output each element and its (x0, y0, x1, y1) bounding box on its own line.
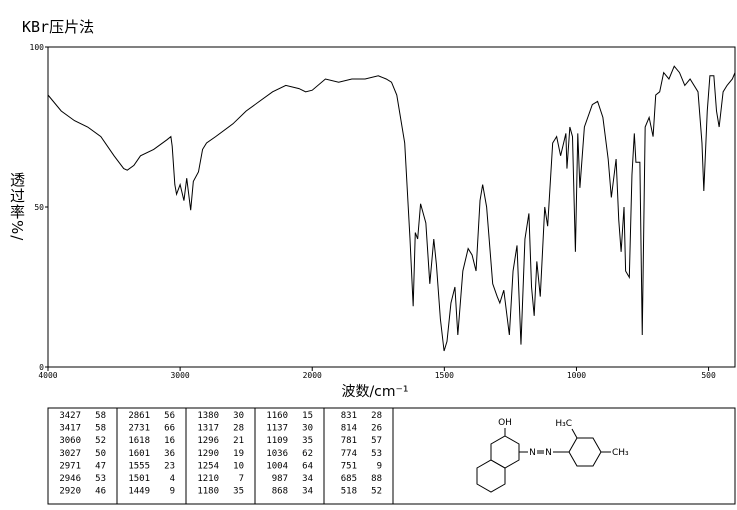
bond (571, 428, 578, 439)
ring (568, 437, 602, 467)
y-tick-label: 100 (30, 43, 45, 52)
transmittance-cell: 34 (302, 487, 313, 497)
transmittance-cell: 62 (302, 449, 313, 459)
transmittance-cell: 7 (239, 474, 244, 484)
transmittance-cell: 58 (95, 411, 106, 421)
wavenumber-cell: 1137 (266, 424, 288, 434)
transmittance-cell: 19 (233, 449, 244, 459)
atom-label: N (545, 448, 552, 458)
transmittance-cell: 30 (302, 424, 313, 434)
wavenumber-cell: 774 (341, 449, 357, 459)
wavenumber-cell: 1449 (128, 487, 150, 497)
transmittance-cell: 21 (233, 436, 244, 446)
transmittance-cell: 52 (371, 487, 382, 497)
x-tick-label: 4000 (38, 371, 57, 380)
wavenumber-cell: 781 (341, 436, 357, 446)
x-axis-label: 波数/cm⁻¹ (341, 384, 408, 400)
wavenumber-cell: 831 (341, 411, 357, 421)
wavenumber-cell: 1555 (128, 461, 150, 471)
transmittance-cell: 53 (371, 449, 382, 459)
transmittance-cell: 26 (371, 424, 382, 434)
transmittance-cell: 36 (164, 449, 175, 459)
transmittance-cell: 35 (302, 436, 313, 446)
wavenumber-cell: 1501 (128, 474, 150, 484)
plot-frame (47, 46, 736, 368)
transmittance-cell: 46 (95, 487, 106, 497)
spectrum-line (47, 65, 736, 352)
wavenumber-cell: 3427 (59, 411, 81, 421)
wavenumber-cell: 1210 (197, 474, 219, 484)
transmittance-cell: 35 (233, 487, 244, 497)
transmittance-cell: 10 (233, 461, 244, 471)
wavenumber-cell: 2946 (59, 474, 81, 484)
transmittance-cell: 56 (164, 411, 175, 421)
wavenumber-cell: 2861 (128, 411, 150, 421)
transmittance-cell: 50 (95, 449, 106, 459)
transmittance-cell: 58 (95, 424, 106, 434)
wavenumber-cell: 1296 (197, 436, 219, 446)
wavenumber-cell: 1036 (266, 449, 288, 459)
wavenumber-cell: 1601 (128, 449, 150, 459)
chart-title: KBr压片法 (22, 18, 94, 36)
transmittance-cell: 9 (170, 487, 175, 497)
transmittance-cell: 52 (95, 436, 106, 446)
wavenumber-cell: 3417 (59, 424, 81, 434)
transmittance-cell: 34 (302, 474, 313, 484)
atom-label: OH (498, 418, 512, 428)
wavenumber-cell: 518 (341, 487, 357, 497)
wavenumber-cell: 1180 (197, 487, 219, 497)
wavenumber-cell: 751 (341, 461, 357, 471)
wavenumber-cell: 868 (272, 487, 288, 497)
transmittance-cell: 15 (302, 411, 313, 421)
transmittance-cell: 53 (95, 474, 106, 484)
transmittance-cell: 9 (377, 461, 382, 471)
x-tick-label: 2000 (303, 371, 322, 380)
x-tick-label: 500 (701, 371, 716, 380)
wavenumber-cell: 1290 (197, 449, 219, 459)
transmittance-cell: 28 (233, 424, 244, 434)
transmittance-cell: 47 (95, 461, 106, 471)
wavenumber-cell: 987 (272, 474, 288, 484)
transmittance-cell: 4 (170, 474, 175, 484)
x-tick-label: 1000 (567, 371, 586, 380)
y-tick-label: 50 (34, 203, 44, 212)
x-tick-label: 3000 (170, 371, 189, 380)
structure-drawing (476, 428, 611, 493)
ring (490, 435, 520, 469)
table-frame (47, 407, 736, 505)
transmittance-cell: 66 (164, 424, 175, 434)
wavenumber-cell: 3027 (59, 449, 81, 459)
wavenumber-cell: 1160 (266, 411, 288, 421)
wavenumber-cell: 1109 (266, 436, 288, 446)
ring (476, 459, 506, 493)
wavenumber-cell: 1004 (266, 461, 288, 471)
wavenumber-cell: 2731 (128, 424, 150, 434)
wavenumber-cell: 3060 (59, 436, 81, 446)
transmittance-cell: 28 (371, 411, 382, 421)
transmittance-cell: 88 (371, 474, 382, 484)
transmittance-cell: 16 (164, 436, 175, 446)
atom-label: N (529, 448, 536, 458)
wavenumber-cell: 2971 (59, 461, 81, 471)
transmittance-cell: 23 (164, 461, 175, 471)
wavenumber-cell: 2920 (59, 487, 81, 497)
y-tick-label: 0 (39, 363, 44, 372)
transmittance-cell: 64 (302, 461, 313, 471)
atom-label: H₃C (555, 419, 572, 429)
wavenumber-cell: 1317 (197, 424, 219, 434)
transmittance-cell: 30 (233, 411, 244, 421)
wavenumber-cell: 1618 (128, 436, 150, 446)
y-axis-label: 透过率%/ (8, 172, 26, 242)
wavenumber-cell: 814 (341, 424, 357, 434)
wavenumber-cell: 685 (341, 474, 357, 484)
x-tick-label: 1500 (435, 371, 454, 380)
wavenumber-cell: 1380 (197, 411, 219, 421)
wavenumber-cell: 1254 (197, 461, 219, 471)
transmittance-cell: 57 (371, 436, 382, 446)
atom-label: CH₃ (612, 448, 629, 458)
